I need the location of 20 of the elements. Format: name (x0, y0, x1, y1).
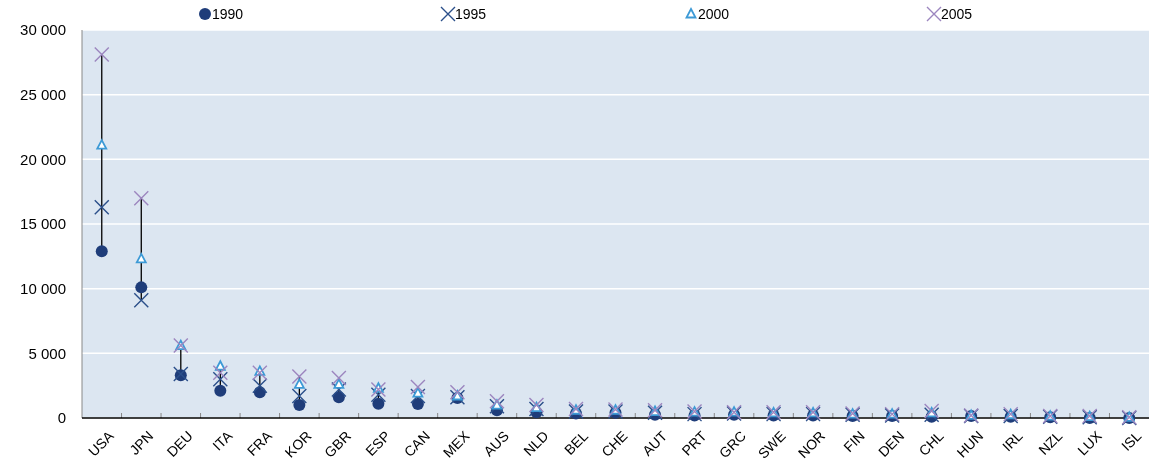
y-tick-label: 25 000 (20, 85, 66, 103)
legend-label: 1990 (212, 5, 244, 22)
y-tick-label: 15 000 (20, 215, 66, 233)
x-tick-label: FRA (243, 427, 276, 459)
y-tick-label: 20 000 (20, 150, 66, 168)
legend-label: 2000 (698, 5, 730, 22)
legend-label: 1995 (455, 5, 487, 22)
x-tick-label: BEL (561, 427, 592, 458)
y-tick-label: 5 000 (28, 344, 66, 362)
x-tick-label: CHL (915, 427, 947, 459)
legend-label: 2005 (941, 5, 973, 22)
x-tick-label: USA (85, 427, 118, 460)
x-tick-label: NZL (1035, 427, 1066, 458)
x-tick-label: ISL (1118, 427, 1145, 454)
y-tick-label: 10 000 (20, 279, 66, 297)
x-tick-label: ITA (209, 427, 236, 454)
x-tick-label: FIN (840, 427, 868, 456)
y-tick-label: 0 (57, 409, 66, 427)
x-tick-label: IRL (999, 427, 1026, 455)
y-tick-label: 30 000 (20, 21, 66, 39)
